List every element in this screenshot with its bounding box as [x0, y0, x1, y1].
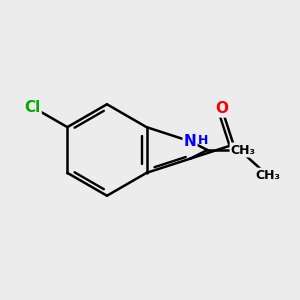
Text: H: H	[198, 134, 208, 147]
Text: O: O	[215, 101, 228, 116]
Text: Cl: Cl	[24, 100, 40, 115]
Text: CH₃: CH₃	[231, 143, 256, 157]
Text: N: N	[184, 134, 196, 149]
Text: CH₃: CH₃	[255, 169, 280, 182]
